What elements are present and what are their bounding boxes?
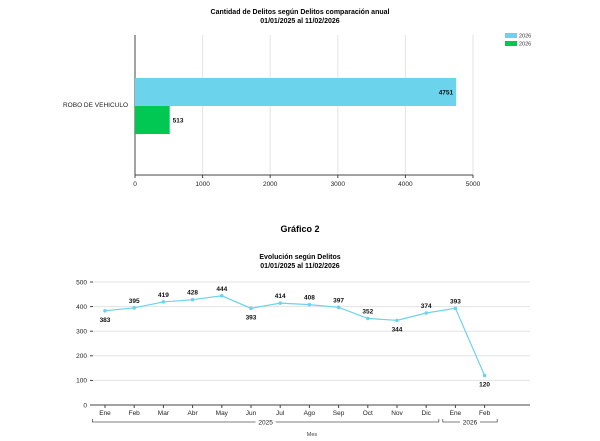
- line-chart-grid: [93, 281, 530, 381]
- line-x-tick-label: Abr: [188, 410, 199, 417]
- line-x-tick-label: Oct: [363, 410, 373, 417]
- year-group-label: 2026: [463, 419, 478, 426]
- line-point: [190, 297, 195, 302]
- section-title: Gráfico 2: [280, 224, 319, 234]
- line-value-label: 383: [100, 317, 111, 324]
- line-value-label: 393: [246, 314, 257, 321]
- line-chart-subtitle: 01/01/2025 al 11/02/2026: [260, 263, 340, 270]
- line-value-label: 444: [216, 286, 227, 293]
- line-y-tick-label: 200: [76, 353, 87, 360]
- bar-chart-title: Cantidad de Delitos según Delitos compar…: [211, 9, 390, 16]
- line-value-label: 428: [187, 290, 198, 297]
- line-chart-title: Evolución según Delitos: [259, 254, 340, 261]
- line-point: [453, 306, 458, 311]
- bar-series-1: [135, 78, 457, 106]
- line-value-label: 374: [421, 303, 432, 310]
- bar-x-tick-label: 1000: [195, 181, 210, 188]
- line-x-tick-label: Feb: [479, 410, 491, 417]
- line-series: [104, 295, 486, 376]
- line-point: [249, 306, 253, 311]
- line-value-label: 352: [362, 308, 373, 315]
- line-x-tick-label: Sep: [333, 410, 345, 417]
- line-point: [424, 311, 429, 315]
- line-value-label: 414: [275, 293, 286, 300]
- line-x-tick-label: Feb: [129, 410, 141, 417]
- line-point: [307, 302, 312, 307]
- legend-swatch-series-2: [505, 41, 517, 46]
- line-x-tick-label: Ago: [304, 410, 316, 417]
- line-value-label: 408: [304, 295, 315, 302]
- line-point: [103, 308, 107, 313]
- line-chart-y-ticks: 0 100 200 300 400 500: [76, 279, 93, 409]
- bar-chart-x-ticks: 0 1000 2000 3000 4000 5000: [133, 175, 481, 188]
- line-y-tick-label: 400: [76, 304, 87, 311]
- bar-value-label-2: 513: [173, 118, 184, 125]
- line-x-tick-label: Ene: [450, 410, 462, 417]
- line-point: [161, 300, 166, 304]
- line-point: [132, 306, 136, 310]
- year-group-label-bg: [255, 418, 276, 426]
- bar-x-tick-label: 0: [133, 181, 137, 188]
- line-point: [395, 318, 399, 323]
- line-y-tick-label: 300: [76, 329, 87, 336]
- line-x-tick-label: Mar: [158, 410, 170, 417]
- line-y-tick-label: 500: [76, 279, 87, 286]
- line-value-label: 344: [392, 326, 403, 333]
- line-x-tick-label: May: [216, 410, 229, 417]
- line-value-label: 419: [158, 292, 169, 299]
- bar-chart-marks: 4751 513: [135, 78, 457, 134]
- line-value-label: 397: [333, 297, 344, 304]
- legend-label-series-2: 2026: [519, 42, 531, 48]
- legend-swatch-series-1: [505, 33, 517, 38]
- line-x-tick-label: Dic: [422, 410, 432, 417]
- bar-x-tick-label: 5000: [466, 181, 481, 188]
- bar-category-label: ROBO DE VEHICULO: [63, 102, 128, 109]
- line-point: [366, 316, 370, 321]
- line-x-tick-label: Jul: [276, 410, 285, 417]
- bar-x-tick-label: 4000: [398, 181, 413, 188]
- year-group-label-bg: [460, 418, 480, 426]
- bar-x-tick-label: 3000: [331, 181, 346, 188]
- year-group-label: 2025: [258, 419, 273, 426]
- bar-series-2: [135, 106, 170, 134]
- line-x-tick-label: Ene: [99, 410, 111, 417]
- line-point: [278, 301, 283, 305]
- line-y-tick-label: 0: [83, 402, 87, 409]
- line-chart-x-axis-title: Mes: [307, 432, 318, 438]
- line-x-tick-label: Jun: [246, 410, 257, 417]
- line-point: [482, 373, 487, 378]
- line-chart-marks: 383 395 419 428 444 393 414 408 397 352 344 374 393 1…: [100, 286, 491, 389]
- bar-value-label-1: 4751: [439, 90, 454, 97]
- line-chart-x-ticks: Ene Feb Mar Abr May Jun Jul Ago Sep Oct Nov Dic Ene F…: [99, 405, 491, 417]
- bar-chart: Cantidad de Delitos según Delitos compar…: [63, 9, 531, 188]
- bar-chart-legend: 2026 2026: [505, 33, 531, 48]
- line-y-tick-label: 100: [76, 378, 87, 385]
- line-point: [220, 293, 224, 298]
- line-point: [336, 305, 341, 310]
- line-x-tick-label: Nov: [391, 410, 403, 417]
- line-chart-year-groups: 2025 2026: [92, 418, 498, 426]
- bar-x-tick-label: 2000: [263, 181, 278, 188]
- line-value-label: 395: [129, 298, 140, 305]
- bar-chart-subtitle: 01/01/2025 al 11/02/2026: [260, 18, 340, 25]
- line-chart: Evolución según Delitos 01/01/2025 al 11…: [76, 254, 530, 438]
- line-value-label: 393: [450, 298, 461, 305]
- legend-label-series-1: 2026: [519, 34, 531, 40]
- line-value-label: 120: [479, 381, 490, 388]
